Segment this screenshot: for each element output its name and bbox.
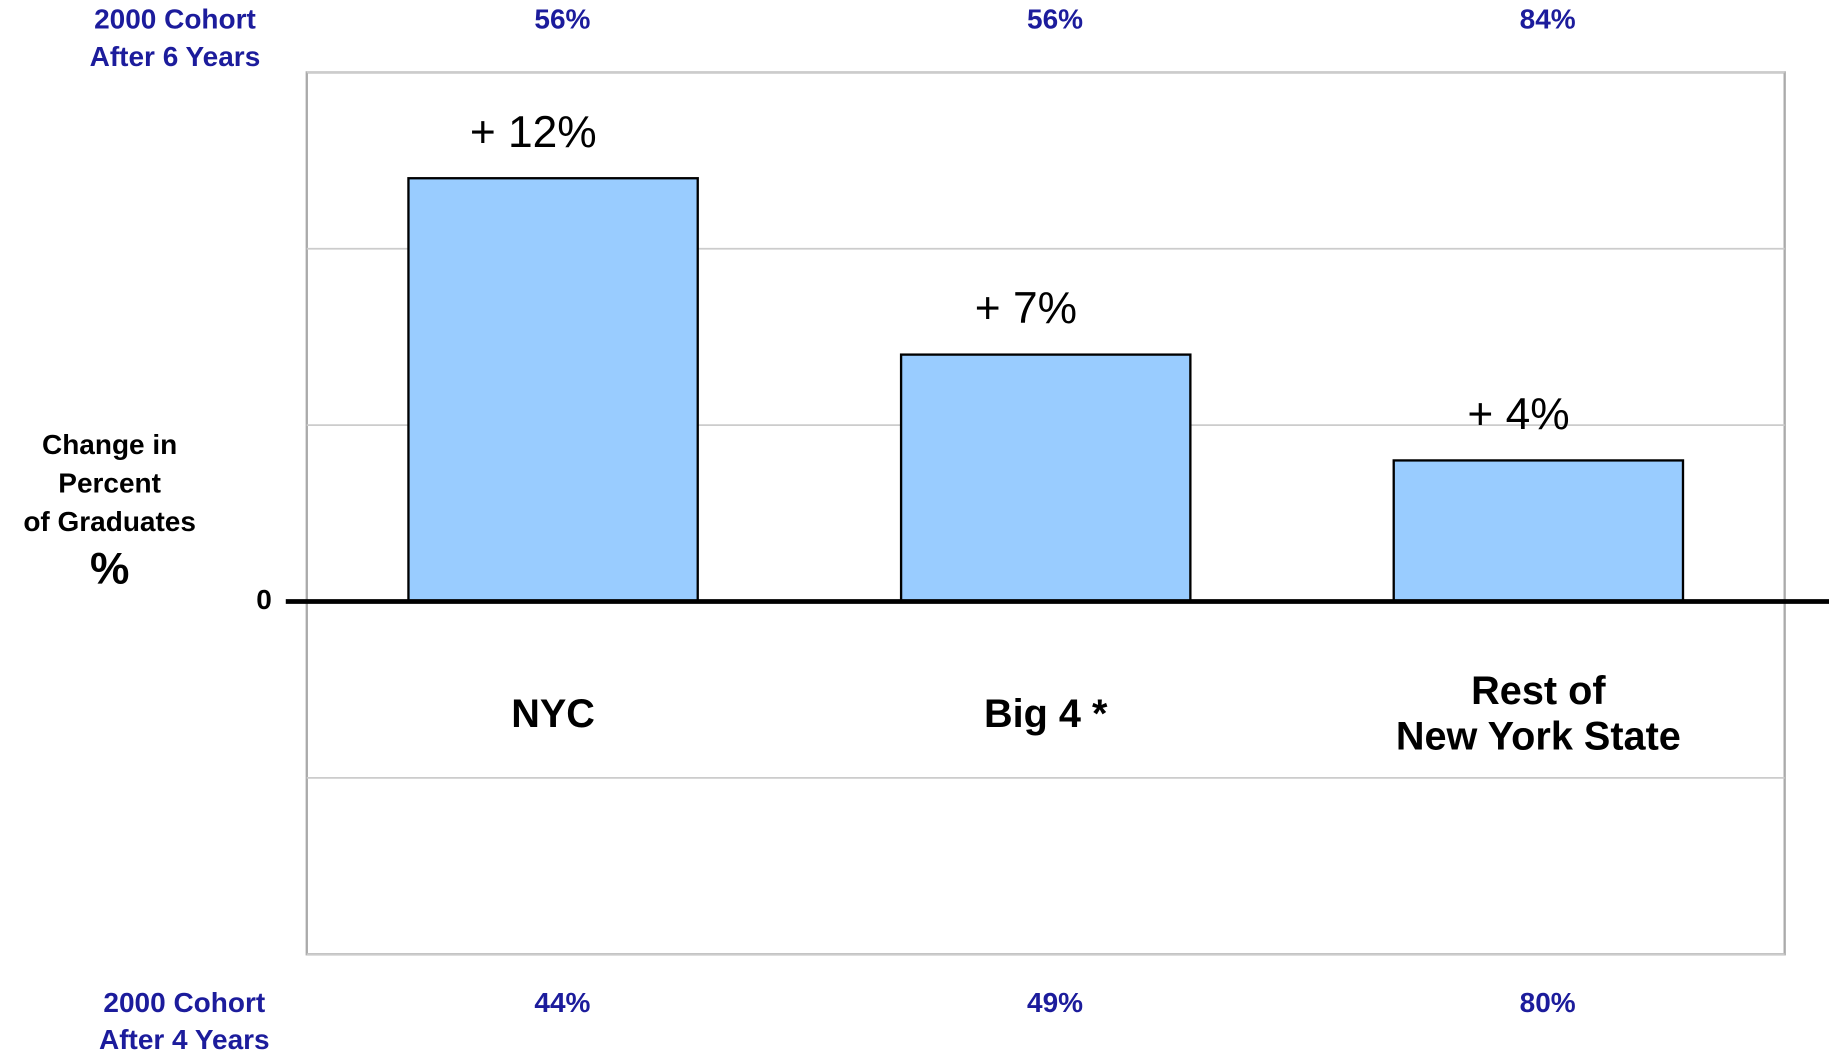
row-value: 44% — [534, 987, 590, 1018]
row-label: After 6 Years — [90, 41, 261, 72]
row-label: 2000 Cohort — [94, 3, 256, 34]
bar — [899, 353, 1192, 603]
bar — [407, 177, 699, 603]
data-label: + 12% — [470, 108, 597, 157]
x-tick-label: Big 4 * — [984, 692, 1108, 736]
row-value: 49% — [1027, 987, 1083, 1018]
data-label: + 7% — [975, 284, 1077, 333]
row-label: After 4 Years — [99, 1024, 270, 1055]
data-label: + 4% — [1467, 390, 1569, 439]
row-value: 56% — [534, 3, 590, 34]
row-value: 84% — [1520, 3, 1576, 34]
y-axis-label: Change in — [42, 429, 177, 460]
y-axis-label: Percent — [58, 468, 161, 499]
x-tick-label: NYC — [511, 692, 595, 736]
bar — [1392, 459, 1685, 603]
y-tick-label: 0 — [256, 584, 272, 615]
y-axis-label: % — [90, 544, 129, 593]
y-axis-label: of Graduates — [23, 506, 196, 537]
x-tick-label: New York State — [1396, 715, 1681, 759]
row-label: 2000 Cohort — [103, 987, 265, 1018]
x-tick-label: Rest of — [1471, 669, 1606, 713]
row-value: 56% — [1027, 3, 1083, 34]
row-value: 80% — [1520, 987, 1576, 1018]
